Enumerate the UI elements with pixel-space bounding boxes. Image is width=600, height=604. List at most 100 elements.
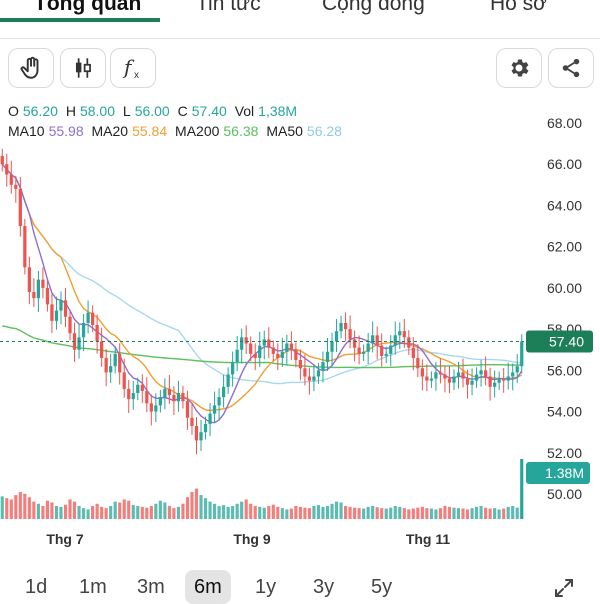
- volume-bar: [362, 508, 366, 519]
- range-1m[interactable]: 1m: [79, 576, 107, 598]
- volume-bar: [348, 506, 352, 519]
- candle-body: [14, 184, 18, 189]
- volume-bar: [470, 508, 474, 519]
- candle-body: [493, 382, 497, 387]
- candle-body: [389, 345, 393, 354]
- ma10-label: MA10: [8, 123, 45, 139]
- volume-bar: [199, 495, 203, 519]
- range-1y[interactable]: 1y: [255, 576, 277, 598]
- volume-bar: [145, 507, 149, 519]
- range-3m[interactable]: 3m: [137, 576, 165, 598]
- volume-bar: [176, 506, 181, 519]
- volume-bar: [86, 509, 90, 519]
- range-6m[interactable]: 6m: [185, 570, 231, 604]
- volume-bar: [59, 506, 63, 519]
- candle-body: [393, 335, 397, 346]
- volume-bar: [438, 508, 443, 519]
- volume-bar: [429, 508, 433, 519]
- volume-bar: [502, 508, 506, 519]
- chart-settings-button[interactable]: [496, 48, 542, 88]
- candle-body: [235, 349, 239, 363]
- tab-profile[interactable]: Hồ sơ: [490, 0, 547, 15]
- candle-body: [362, 351, 366, 354]
- candle-body: [240, 337, 244, 350]
- candle-body: [140, 384, 144, 391]
- tab-news[interactable]: Tin tức: [196, 0, 261, 15]
- volume-bar: [276, 506, 280, 519]
- candle-body: [470, 380, 474, 385]
- ma50-value: 56.28: [306, 123, 342, 139]
- candle-body: [371, 335, 375, 344]
- volume-bar: [303, 507, 307, 519]
- volume-bar: [23, 493, 27, 519]
- candle-body: [32, 292, 36, 299]
- candle-body: [298, 360, 303, 369]
- tab-community[interactable]: Cộng đồng: [322, 0, 425, 15]
- candle-body: [23, 226, 27, 268]
- volume-bar: [371, 505, 375, 519]
- volume-bar: [185, 497, 190, 519]
- candle-body: [479, 370, 483, 375]
- candle-body: [231, 362, 235, 375]
- volume-bar: [271, 504, 275, 519]
- candle-body: [425, 376, 429, 381]
- volume-bar: [312, 505, 316, 519]
- candle-body: [181, 393, 185, 402]
- candle-body: [36, 279, 41, 299]
- volume-bar: [339, 502, 343, 519]
- price-tick-label: 66.00: [547, 156, 582, 172]
- tab-overview[interactable]: Tổng quan: [34, 0, 142, 15]
- candle-body: [221, 386, 226, 398]
- volume-bar: [325, 505, 330, 519]
- volume-bar: [380, 508, 384, 519]
- svg-text:x: x: [134, 70, 139, 81]
- divider: [0, 38, 600, 39]
- close-label: C: [177, 103, 188, 119]
- volume-bar: [416, 507, 420, 519]
- candle-body: [18, 188, 22, 227]
- volume-bar: [343, 505, 348, 519]
- candle-body: [434, 372, 438, 379]
- price-tick-label: 62.00: [547, 239, 582, 255]
- candle-body: [407, 337, 411, 348]
- candle-body: [348, 329, 352, 340]
- candle-body: [289, 343, 293, 350]
- volume-bar: [456, 508, 461, 519]
- volume-bar: [407, 509, 411, 519]
- chart-type-button[interactable]: [60, 48, 106, 88]
- last-price-label: 57.40: [549, 333, 584, 349]
- low-label: L: [122, 103, 131, 119]
- share-button[interactable]: [548, 48, 594, 88]
- volume-bar: [32, 501, 36, 519]
- candle-body: [50, 304, 54, 321]
- range-3y[interactable]: 3y: [313, 576, 335, 598]
- volume-bar: [203, 498, 208, 519]
- candle-body: [316, 370, 321, 377]
- range-1d[interactable]: 1d: [25, 576, 48, 598]
- range-5y[interactable]: 5y: [371, 576, 393, 598]
- volume-bar: [402, 508, 406, 519]
- volume-bar: [321, 506, 325, 519]
- close-value: 57.40: [191, 103, 227, 119]
- candle-body: [86, 312, 90, 323]
- volume-bar: [45, 500, 50, 519]
- candle-body: [398, 331, 402, 336]
- volume-bar: [109, 505, 113, 519]
- volume-bar: [520, 459, 524, 519]
- candle-body: [330, 341, 334, 352]
- candle-body: [90, 312, 95, 325]
- last-volume-label: 1.38M: [545, 465, 584, 481]
- hand-tool-button[interactable]: [8, 48, 54, 88]
- price-tick-label: 60.00: [547, 280, 582, 296]
- volume-bar: [375, 507, 379, 519]
- candle-body: [520, 341, 524, 367]
- volume-bar: [81, 508, 86, 519]
- candle-body: [136, 384, 140, 394]
- expand-icon[interactable]: [552, 576, 576, 600]
- volume-bar: [5, 498, 9, 519]
- candle-body: [321, 362, 325, 371]
- price-chart[interactable]: 68.00 66.00 64.00 62.00 60.00 58.00 56.00 54.00…: [0, 100, 600, 560]
- volume-bar: [136, 505, 140, 519]
- time-range-bar: 1d 1m 3m 6m 1y 3y 5y: [0, 566, 600, 604]
